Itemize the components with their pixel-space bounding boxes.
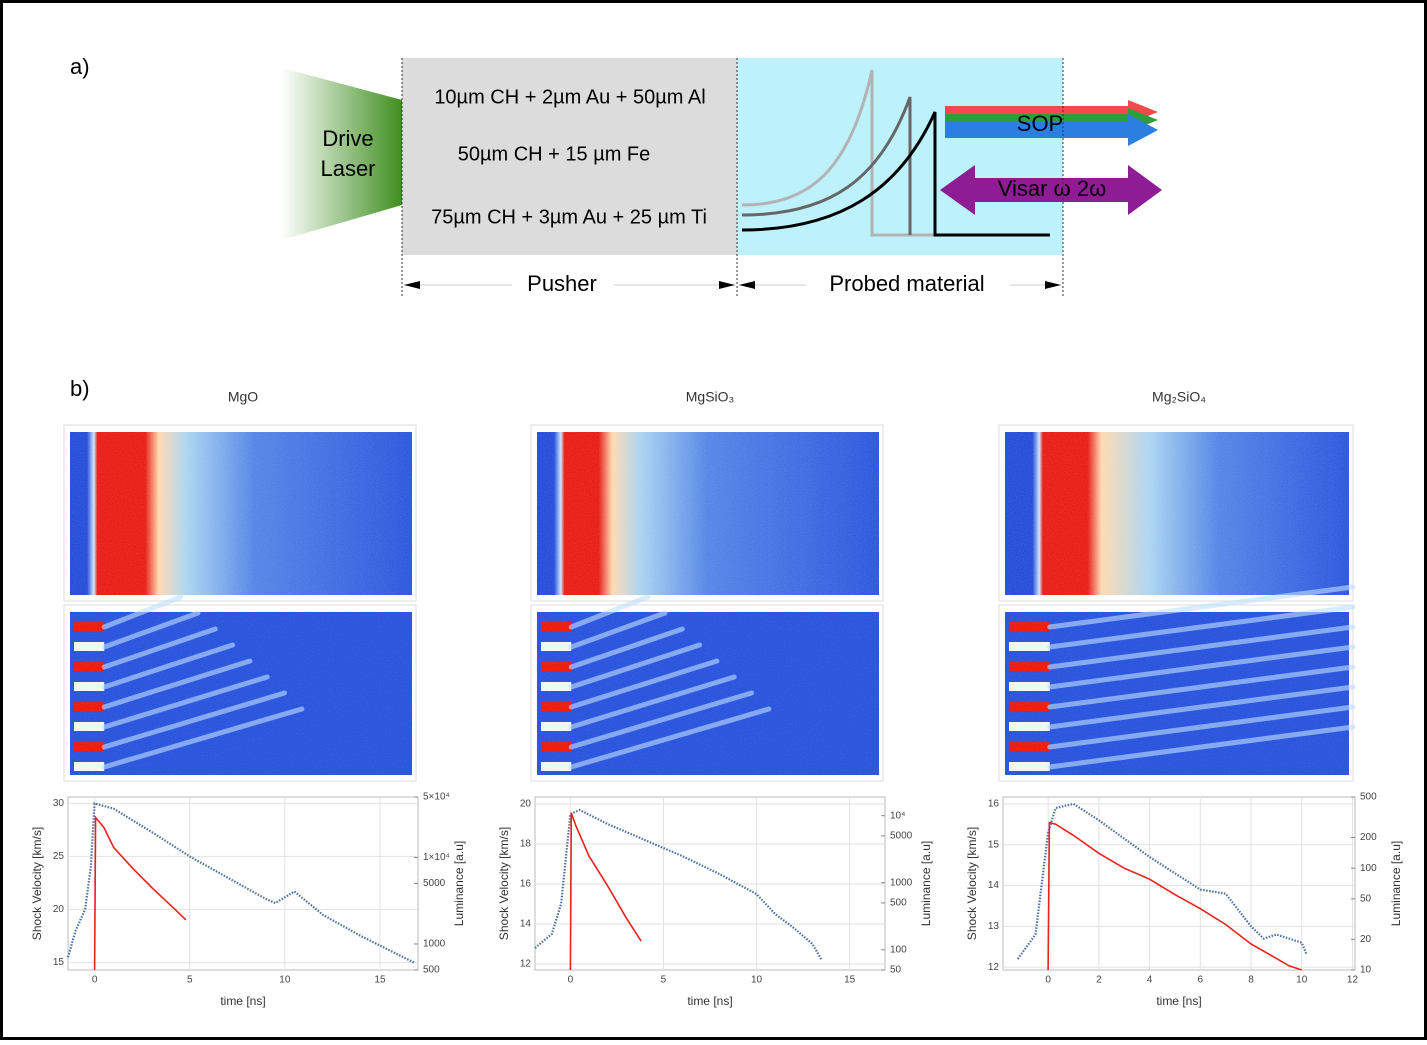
x-tick-label: 0 (92, 975, 98, 986)
y2-axis-label: Luminance [a.u] (1389, 841, 1403, 926)
y-tick-label: 18 (520, 839, 532, 850)
plot-frame (1002, 796, 1356, 971)
y2-tick-label: 500 (1360, 792, 1377, 803)
y-axis-label: Shock Velocity [km/s] (30, 827, 44, 940)
chart-title: Mg₂SiO₄ (1152, 389, 1206, 405)
y2-tick-label: 1000 (890, 877, 913, 888)
image-noise (70, 432, 412, 595)
y-tick-label: 15 (53, 957, 65, 968)
x-tick-label: 0 (1045, 975, 1051, 986)
x-tick-label: 12 (1347, 975, 1359, 986)
y-tick-label: 20 (520, 799, 532, 810)
y-tick-label: 16 (988, 799, 1000, 810)
dimension-arrows (404, 272, 1061, 298)
y2-tick-label: 5000 (423, 878, 446, 889)
y2-tick-label: 20 (1360, 934, 1372, 945)
y-tick-label: 14 (988, 880, 1000, 891)
y2-tick-label: 10 (1360, 965, 1372, 976)
probed-label: Probed material (829, 271, 984, 296)
y2-tick-label: 100 (1360, 863, 1377, 874)
y-tick-label: 25 (53, 851, 65, 862)
y2-tick-label: 200 (1360, 832, 1377, 843)
y-axis-label: Shock Velocity [km/s] (965, 827, 979, 940)
x-tick-label: 5 (661, 975, 667, 986)
shock-profile (741, 96, 912, 235)
velocity-line (66, 801, 415, 964)
image-noise (537, 432, 879, 595)
image-noise (1005, 612, 1349, 775)
x-tick-label: 4 (1147, 975, 1153, 986)
pusher-label: Pusher (527, 271, 597, 296)
layer-text: 10µm CH + 2µm Au + 50µm Al (434, 86, 705, 108)
y2-axis-label: Luminance [a.u] (919, 841, 933, 926)
y-tick-label: 20 (53, 904, 65, 915)
x-tick-label: 10 (751, 975, 763, 986)
x-tick-label: 8 (1248, 975, 1254, 986)
chart-title: MgO (228, 389, 258, 405)
y2-tick-label: 10⁴ (890, 810, 905, 821)
sop-arrows (945, 100, 1158, 146)
y2-tick-label: 5000 (890, 831, 913, 842)
y-tick-label: 14 (520, 919, 532, 930)
pusher-box (402, 58, 737, 255)
y2-tick-label: 1000 (423, 939, 446, 950)
x-tick-label: 0 (568, 975, 574, 986)
luminance-line (569, 812, 642, 971)
y2-tick-label: 50 (1360, 893, 1372, 904)
x-axis-label: time [ns] (1156, 994, 1201, 1008)
y-tick-label: 13 (988, 921, 1000, 932)
panel-label: b) (70, 376, 90, 401)
laser-label: Drive (322, 126, 373, 151)
y-tick-label: 12 (520, 959, 532, 970)
x-axis-label: time [ns] (220, 994, 265, 1008)
image-noise (537, 612, 879, 775)
y2-axis-label: Luminance [a.u] (452, 841, 466, 926)
luminance-line (1047, 821, 1302, 971)
x-axis-label: time [ns] (687, 994, 732, 1008)
plot-frame (67, 796, 419, 971)
visar-label: Visar ω 2ω (998, 176, 1107, 201)
x-tick-label: 6 (1198, 975, 1204, 986)
visar-arrow (940, 165, 1162, 215)
layer-text: 75µm CH + 3µm Au + 25 µm Ti (431, 206, 707, 228)
chart-title: MgSiO₃ (686, 389, 735, 405)
y-tick-label: 15 (988, 839, 1000, 850)
layer-text: 50µm CH + 15 µm Fe (458, 143, 651, 165)
x-tick-label: 2 (1096, 975, 1102, 986)
y-tick-label: 30 (53, 798, 65, 809)
y2-tick-label: 1×10⁴ (423, 852, 450, 863)
y-tick-label: 16 (520, 879, 532, 890)
x-tick-label: 15 (374, 975, 386, 986)
y2-tick-label: 50 (890, 965, 902, 976)
y2-tick-label: 500 (423, 965, 440, 976)
laser-label: Laser (320, 156, 375, 181)
y2-tick-label: 5×10⁴ (423, 792, 450, 803)
y-tick-label: 12 (988, 962, 1000, 973)
probed-box (737, 58, 1063, 255)
image-noise (1005, 432, 1349, 595)
shock-profile (741, 69, 1050, 237)
drive-laser (282, 68, 402, 240)
panel-label: a) (70, 54, 90, 79)
luminance-line (93, 815, 187, 971)
image-noise (70, 612, 412, 775)
y-axis-label: Shock Velocity [km/s] (497, 827, 511, 940)
sop-label: SOP (1017, 111, 1063, 136)
x-tick-label: 5 (187, 975, 193, 986)
velocity-line (534, 808, 823, 961)
y2-tick-label: 100 (890, 944, 907, 955)
x-tick-label: 10 (279, 975, 291, 986)
shock-profile (741, 111, 1050, 237)
x-tick-label: 10 (1296, 975, 1308, 986)
y2-tick-label: 500 (890, 898, 907, 909)
x-tick-label: 15 (844, 975, 856, 986)
